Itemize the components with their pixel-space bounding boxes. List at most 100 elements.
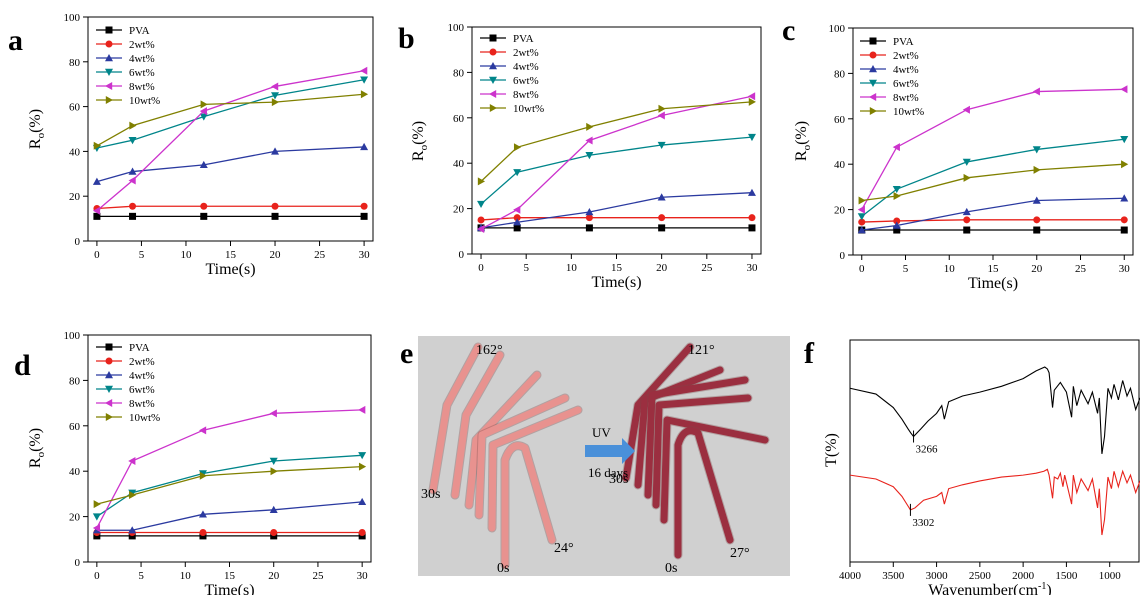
legend-label: 10wt% — [129, 95, 160, 107]
x-tick-label: 5 — [138, 570, 144, 582]
data-point-8wt% — [892, 143, 900, 152]
data-point-2wt% — [858, 218, 866, 226]
angle-right-bottom: 27° — [730, 546, 750, 561]
legend-marker-4wt% — [489, 62, 497, 70]
data-point-6wt% — [1032, 146, 1041, 154]
data-point-4wt% — [747, 188, 756, 196]
y-tick-label: 0 — [459, 249, 465, 261]
x-tick-label: 3000 — [926, 570, 949, 582]
x-tick-label: 5 — [523, 262, 529, 274]
x-tick-label: 15 — [611, 262, 623, 274]
data-point-6wt% — [747, 133, 756, 142]
rod-after-3 — [652, 394, 752, 509]
y-tick-label: 20 — [453, 204, 465, 216]
x-tick-label: 5 — [139, 249, 145, 261]
data-point-10wt% — [893, 191, 901, 200]
data-point-4wt% — [1120, 194, 1129, 202]
data-point-8wt% — [199, 107, 207, 116]
series-line-2wt% — [96, 205, 365, 210]
legend-label: PVA — [893, 36, 914, 48]
data-point-10wt% — [513, 143, 522, 152]
legend-label: PVA — [129, 25, 150, 37]
uv-arrow-icon — [585, 438, 635, 464]
x-axis-label-sup: -1 — [1038, 581, 1046, 592]
data-point-6wt% — [271, 92, 280, 100]
y-tick-label: 100 — [448, 22, 465, 34]
chart-d: 0 20 40 60 80 100 0 5 10 15 20 25 30 Time(s) Ro(%) PVA 2… — [27, 330, 372, 599]
angle-left-top: 162° — [476, 343, 503, 358]
series-line-4wt% — [861, 197, 1125, 231]
y-axis-label-unit: (%) — [410, 121, 427, 145]
y-axis-label: Ro(%) — [793, 121, 813, 161]
data-point-4wt% — [269, 505, 278, 513]
data-point-PVA — [200, 212, 208, 220]
data-point-4wt% — [1032, 196, 1041, 204]
data-point-2wt% — [270, 528, 278, 536]
y-axis-label-main: R — [27, 457, 44, 468]
data-point-6wt% — [892, 185, 901, 194]
legend-marker-6wt% — [105, 68, 113, 76]
legend-marker-2wt% — [105, 357, 113, 365]
data-point-8wt% — [477, 225, 485, 234]
data-point-8wt% — [857, 205, 865, 214]
x-tick-label: 10 — [180, 570, 192, 582]
y-axis-label-main: R — [27, 138, 44, 149]
data-point-PVA — [1033, 226, 1041, 234]
legend-marker-6wt% — [489, 76, 497, 84]
series-line-2wt% — [861, 219, 1125, 223]
data-point-8wt% — [1032, 87, 1040, 96]
y-axis-label-sub: o — [801, 144, 813, 150]
legend-marker-8wt% — [105, 399, 113, 407]
data-point-2wt% — [513, 214, 521, 222]
y-tick-label: 40 — [453, 158, 465, 170]
angle-right-top: 121° — [688, 343, 715, 358]
data-point-2wt% — [1033, 216, 1041, 224]
legend-label: 4wt% — [129, 53, 155, 65]
data-point-PVA — [271, 212, 279, 220]
x-tick-label: 20 — [270, 249, 282, 261]
data-point-10wt% — [270, 467, 278, 476]
data-point-8wt% — [962, 105, 970, 114]
y-axis-label-unit: (%) — [27, 109, 44, 133]
panel-e-illustration: UV 16 days 162° 24° 121° 27° 30s 0s 30s … — [418, 336, 790, 576]
data-point-4wt% — [585, 208, 594, 216]
data-point-10wt% — [586, 122, 594, 131]
annotation-label: 3302 — [912, 517, 934, 529]
data-point-2wt% — [200, 202, 208, 210]
panel-label-f: f — [804, 337, 815, 370]
series-line-10wt% — [96, 466, 363, 505]
y-tick-label: 0 — [75, 236, 81, 248]
data-point-6wt% — [128, 137, 137, 145]
data-point-PVA — [893, 226, 901, 234]
data-point-4wt% — [358, 497, 367, 506]
rod-before-2 — [465, 371, 541, 509]
x-axis-label-end: ) — [1046, 582, 1051, 595]
legend-label: 10wt% — [129, 412, 160, 424]
y-axis-label-sub: o — [35, 132, 47, 138]
x-tick-label: 1000 — [1099, 570, 1122, 582]
y-tick-label: 0 — [840, 250, 846, 262]
data-point-PVA — [963, 226, 971, 234]
legend-marker-4wt% — [869, 65, 877, 73]
data-point-10wt% — [858, 196, 866, 205]
x-tick-label: 0 — [94, 570, 100, 582]
data-point-6wt% — [269, 457, 278, 465]
data-point-2wt% — [893, 217, 901, 225]
x-tick-label: 3500 — [882, 570, 905, 582]
chart-f: 4000 3500 3000 2500 2000 1500 1000 Wavenumber(c… — [823, 339, 1140, 599]
data-point-8wt% — [271, 82, 279, 91]
data-point-6wt% — [199, 113, 208, 121]
x-tick-label: 30 — [357, 570, 369, 582]
series-line-6wt% — [480, 136, 753, 205]
data-point-10wt% — [93, 141, 101, 150]
data-point-4wt% — [128, 167, 137, 175]
data-point-2wt% — [477, 216, 485, 224]
data-point-6wt% — [585, 152, 594, 160]
arrow-label-top: UV — [592, 425, 611, 440]
rod-before-5 — [501, 442, 556, 569]
y-axis-label: Ro(%) — [27, 109, 47, 149]
data-point-6wt% — [513, 169, 522, 177]
x-tick-label: 20 — [268, 570, 280, 582]
legend-marker-8wt% — [489, 90, 497, 98]
